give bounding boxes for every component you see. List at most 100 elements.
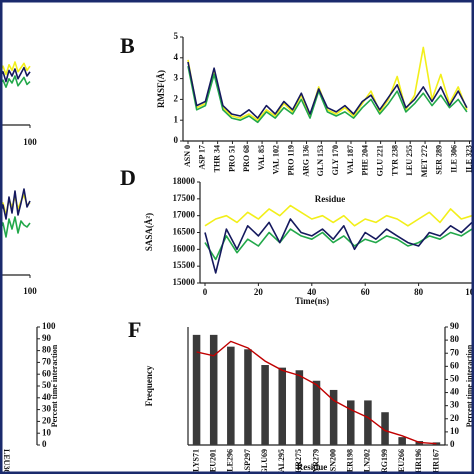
series-line xyxy=(0,66,31,83)
x-tick-label: ASP 17 xyxy=(198,145,207,170)
y2-tick-label: 0 xyxy=(450,439,455,449)
y2-tick-label: 10 xyxy=(450,426,460,436)
x-tick-label: PHE 204 xyxy=(361,145,370,175)
x-tick-label: LEU 255 xyxy=(405,145,414,175)
series-line xyxy=(204,228,473,261)
category-label: THR196 xyxy=(414,449,423,474)
y2-tick-label: 0 xyxy=(42,439,47,449)
series-line xyxy=(0,216,31,238)
y-tick-label: 15500 xyxy=(173,260,196,270)
y-tick-label: 1 xyxy=(174,114,179,124)
y-tick-label: 16000 xyxy=(173,243,196,253)
category-label: LYS71 xyxy=(191,449,200,472)
y2-tick-label: 100 xyxy=(42,321,56,331)
series-line xyxy=(187,61,468,119)
x-tick-label: 100 xyxy=(23,137,37,147)
panel-label: D xyxy=(120,165,136,190)
category-label: GLN202 xyxy=(363,449,372,474)
x-tick-label: PRO 51 xyxy=(227,145,236,172)
x-tick-label: 20 xyxy=(254,287,264,297)
y-axis-label: SASA(Å²) xyxy=(144,213,154,251)
category-label: LEU366 xyxy=(2,449,11,474)
x-tick-label: TYR 238 xyxy=(390,145,399,176)
category-label: ASN200 xyxy=(328,449,337,474)
y2-tick-label: 60 xyxy=(450,360,460,370)
y2-tick-label: 20 xyxy=(42,415,52,425)
x-axis-label: Residue xyxy=(297,462,328,472)
y-tick-label: 2 xyxy=(174,93,179,103)
y-tick-label: 17000 xyxy=(173,210,196,220)
category-label: THR167 xyxy=(431,449,440,474)
category-label: ARG199 xyxy=(380,449,389,474)
y2-tick-label: 70 xyxy=(450,347,460,357)
x-tick-label: 40 xyxy=(307,287,317,297)
x-tick-label: GLY 170 xyxy=(331,145,340,175)
series-line xyxy=(187,65,468,124)
x-tick-label: ASN 0 xyxy=(183,145,192,167)
y2-tick-label: 50 xyxy=(42,380,52,390)
y2-tick-label: 30 xyxy=(42,404,52,414)
y-tick-label: 18000 xyxy=(173,176,196,186)
y2-tick-label: 90 xyxy=(42,333,52,343)
x-tick-label: VAL 85 xyxy=(257,145,266,170)
x-tick-label: ARG 136 xyxy=(301,145,310,177)
y2-tick-label: 20 xyxy=(450,413,460,423)
category-label: GLU69 xyxy=(260,449,269,474)
category-label: LEU201 xyxy=(209,449,218,474)
category-label: ILE296 xyxy=(226,449,235,474)
x-tick-label: ILE 323 xyxy=(464,145,473,173)
bar xyxy=(398,437,406,445)
x-tick-label: THR 34 xyxy=(212,145,221,172)
x-tick-label: MET 272 xyxy=(420,145,429,177)
bar xyxy=(209,334,218,445)
series-line xyxy=(0,75,31,88)
y2-tick-label: 10 xyxy=(42,427,52,437)
x-tick-label: VAL 102 xyxy=(272,145,281,174)
x-tick-label: GLN 153 xyxy=(316,145,325,176)
category-label: THR275 xyxy=(294,449,303,474)
y2-tick-label: 90 xyxy=(450,321,460,331)
bar xyxy=(278,367,287,445)
bar xyxy=(295,370,304,445)
bar xyxy=(346,400,355,445)
y-tick-label: 17500 xyxy=(173,193,196,203)
panel-label: F xyxy=(128,317,141,342)
y-tick-label: 5 xyxy=(174,31,179,41)
y2-tick-label: 40 xyxy=(450,387,460,397)
y-tick-label: 3 xyxy=(174,73,179,83)
category-label: VAL295 xyxy=(277,449,286,474)
series-line xyxy=(196,340,437,445)
y2-tick-label: 60 xyxy=(42,368,52,378)
y2-tick-label: 80 xyxy=(42,345,52,355)
y2-tick-label: 40 xyxy=(42,392,52,402)
y-tick-label: 4 xyxy=(174,52,179,62)
bar xyxy=(244,349,252,445)
bar xyxy=(432,442,441,445)
x-tick-label: PRO 119 xyxy=(287,145,296,175)
x-tick-label: 80 xyxy=(414,287,424,297)
y-tick-label: 15000 xyxy=(173,277,196,287)
x-tick-label: 100 xyxy=(465,287,474,297)
category-label: ASP297 xyxy=(243,449,252,474)
y2-tick-label: 70 xyxy=(42,356,52,366)
y-tick-label: 16500 xyxy=(173,227,196,237)
x-axis-label: Residue xyxy=(315,194,346,204)
category-label: LEU266 xyxy=(397,449,406,474)
bar xyxy=(312,380,321,445)
bar xyxy=(261,365,269,445)
x-tick-label: 100 xyxy=(23,286,37,296)
series-line xyxy=(0,188,31,220)
bar xyxy=(329,389,338,445)
bar xyxy=(192,334,201,445)
series-line xyxy=(204,204,473,227)
y-axis-label: Frequency xyxy=(144,365,154,406)
category-label: TYR279 xyxy=(311,449,320,474)
y2-tick-label: 50 xyxy=(450,374,460,384)
x-axis-label: Time(ns) xyxy=(295,296,329,306)
category-label: SER198 xyxy=(346,449,355,474)
x-tick-label: ILE 306 xyxy=(450,145,459,173)
